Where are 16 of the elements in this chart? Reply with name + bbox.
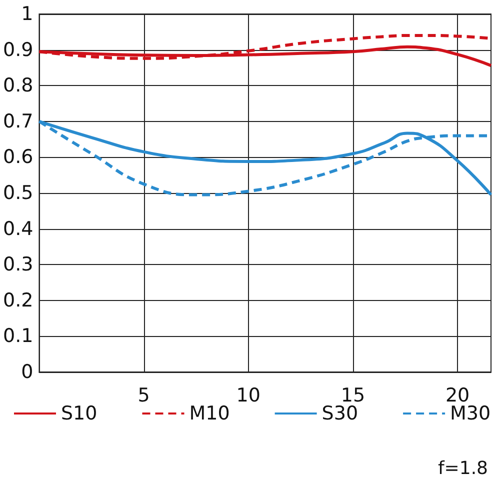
y-tick-label: 0.2 (3, 289, 34, 312)
y-tick-label: 0.5 (3, 182, 34, 204)
y-tick-label: 0.8 (3, 74, 34, 97)
y-tick-label: 0.9 (3, 38, 34, 61)
y-tick-label: 1 (21, 3, 34, 25)
legend-label: M10 (189, 402, 230, 424)
text: f=1.8 (438, 458, 488, 479)
y-tick-label: 0.4 (3, 218, 34, 240)
y-tick-label: 0.7 (3, 110, 34, 132)
y-tick-label: 0.6 (3, 146, 34, 168)
legend-label: S10 (61, 402, 98, 424)
x-tick-label: 10 (236, 384, 260, 406)
x-tick-label: 5 (138, 384, 150, 406)
y-tick-label: 0 (21, 361, 34, 383)
y-tick-label: 0.1 (3, 325, 34, 348)
y-tick-label: 0.3 (3, 254, 34, 276)
